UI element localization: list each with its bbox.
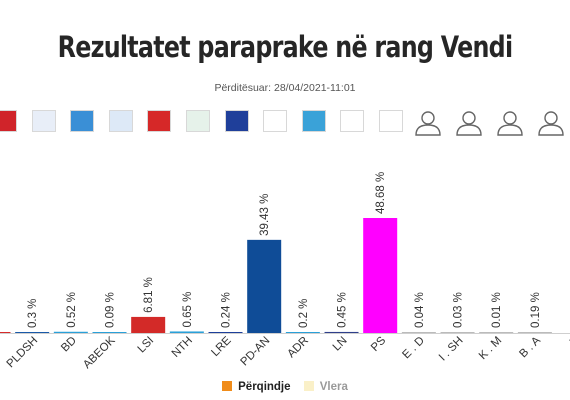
bar[interactable] [479, 332, 514, 333]
party-logo-adr[interactable] [301, 110, 326, 132]
data-label: 0.24 % [221, 292, 233, 328]
party-logo-stars[interactable] [108, 110, 133, 132]
bar[interactable] [285, 332, 320, 333]
bar[interactable] [169, 331, 204, 333]
bar[interactable] [247, 239, 282, 333]
placeholder-person-icon [456, 111, 482, 136]
x-tick-label: B . A [517, 334, 543, 360]
x-tick-label: PS [369, 334, 389, 354]
bar[interactable] [324, 331, 359, 333]
legend-swatch-percent [222, 381, 233, 391]
party-logo-pd[interactable] [263, 110, 288, 132]
x-tick-label: PLDSH [5, 335, 41, 371]
data-label: 0.52 % [66, 292, 78, 328]
data-label: 0.04 % [414, 292, 426, 328]
x-tick-label: PD-AN [239, 335, 273, 369]
legend-item-percent[interactable]: Përqindje [222, 381, 291, 393]
data-label: 0.65 % [182, 292, 194, 328]
data-label: 39.43 % [259, 194, 271, 236]
x-tick-label: K . M [477, 335, 504, 362]
placeholder-person-icon [538, 111, 564, 136]
bar[interactable] [92, 332, 127, 333]
bar-chart: 0.12 % 0.3 % PLDSH 0.52 % BD 0.09 % ABEOK 6.81 … [0, 172, 570, 371]
placeholder-person-icon [497, 111, 523, 136]
data-label: 0.09 % [105, 292, 117, 328]
bar[interactable] [440, 332, 475, 333]
party-logo-red-circle[interactable] [0, 110, 17, 132]
data-label: 6.81 % [143, 277, 155, 313]
x-tick-label: LRE [209, 334, 234, 359]
x-tick-label: P [568, 334, 570, 348]
party-logo-strip [0, 110, 570, 136]
placeholder-person-icon [415, 111, 441, 136]
legend-swatch-votes [303, 381, 314, 391]
x-tick-label: ABEOK [81, 334, 118, 371]
data-label: 0.2 % [298, 299, 310, 328]
x-tick-label: ADR [285, 335, 311, 361]
x-tick-label: NTH [170, 335, 195, 360]
party-logo-ln[interactable] [340, 110, 365, 132]
bar[interactable] [517, 332, 552, 333]
data-label: 0.19 % [530, 292, 542, 328]
legend-label-percent: Përqindje [238, 381, 291, 393]
bar[interactable] [0, 332, 11, 333]
party-logo-eye[interactable] [379, 110, 403, 132]
data-label: 0.03 % [453, 292, 465, 328]
x-tick-label: LSI [136, 335, 157, 356]
data-label: 0.01 % [491, 292, 503, 328]
x-tick-label: BD [59, 335, 79, 355]
x-tick-label: I . SH [437, 335, 466, 364]
party-logo-bindja[interactable] [70, 110, 95, 132]
x-tick-label: E . D [400, 335, 427, 362]
data-label: 0.45 % [337, 292, 349, 328]
chart-title: Rezultatet paraprake në rang Vendi [57, 30, 513, 64]
bar[interactable] [401, 332, 436, 333]
data-label: 0.12 % [0, 292, 1, 328]
bar[interactable] [53, 331, 88, 333]
party-logo-plapsh[interactable] [31, 110, 56, 132]
legend-item-votes[interactable]: Vlera [303, 381, 348, 393]
data-label: 48.68 % [375, 172, 387, 214]
bar[interactable] [208, 332, 243, 333]
party-logo-lre[interactable] [224, 110, 249, 132]
data-label: 0.3 % [27, 299, 39, 328]
last-updated: Përditësuar: 28/04/2021-11:01 [214, 82, 356, 94]
bar[interactable] [15, 332, 50, 333]
party-logo-green-text[interactable] [186, 110, 210, 132]
bar[interactable] [363, 218, 398, 333]
x-tick-label: LN [331, 335, 350, 354]
legend-label-votes: Vlera [319, 381, 348, 393]
bar[interactable] [131, 316, 166, 333]
party-logo-lsi[interactable] [147, 110, 172, 132]
legend: Përqindje Vlera [0, 381, 570, 393]
